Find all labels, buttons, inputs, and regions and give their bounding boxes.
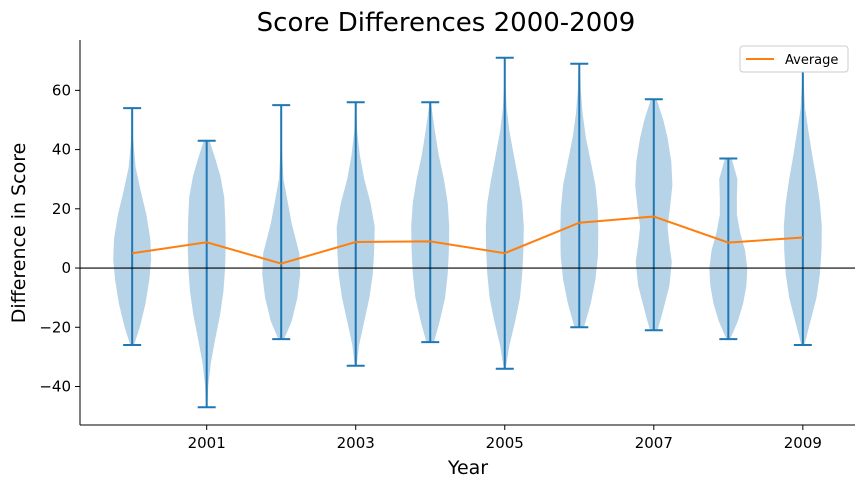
y-tick-label-60: 60 — [52, 81, 71, 99]
x-axis-label: Year — [447, 457, 488, 479]
y-tick-label-40: 40 — [52, 141, 71, 159]
legend: Average — [739, 45, 849, 73]
y-tick-label-20: 20 — [52, 200, 71, 218]
legend-box — [739, 45, 849, 73]
y-tick-label--20: −20 — [39, 318, 71, 336]
legend-label-average: Average — [785, 53, 838, 68]
x-tick-label-2005: 2005 — [486, 434, 524, 452]
y-tick-label-0: 0 — [61, 259, 71, 277]
series-line-average — [132, 215, 803, 265]
x-tick-label-2009: 2009 — [784, 434, 822, 452]
axes-layer — [75, 40, 855, 430]
violins-layer — [113, 56, 822, 409]
x-tick-label-2003: 2003 — [337, 434, 375, 452]
text-layer: Score Differences 2000-2009 Year Differe… — [8, 8, 822, 479]
y-axis-label: Difference in Score — [8, 143, 30, 324]
x-tick-label-2007: 2007 — [635, 434, 673, 452]
lines-layer — [80, 215, 855, 269]
y-tick-label--40: −40 — [39, 378, 71, 396]
x-tick-label-2001: 2001 — [188, 434, 226, 452]
chart-title: Score Differences 2000-2009 — [257, 8, 636, 38]
